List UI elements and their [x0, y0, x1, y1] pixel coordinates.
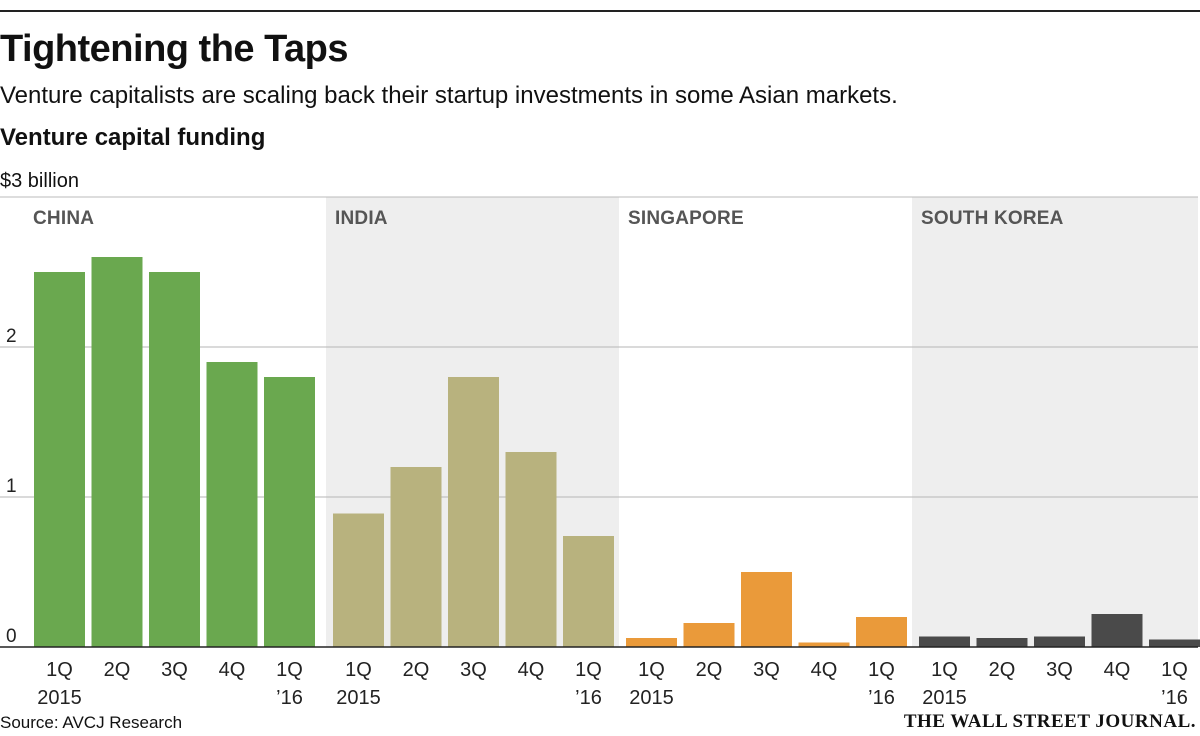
x-tick-label-year: ’16: [276, 687, 303, 709]
panel-bg-south-korea: [912, 197, 1198, 647]
x-tick-label: 1Q: [1161, 659, 1188, 681]
bar-singapore-3: [798, 642, 850, 647]
bar-india-0: [333, 513, 384, 647]
panel-label-singapore: SINGAPORE: [628, 208, 744, 229]
bar-south-korea-1: [976, 638, 1028, 647]
y-unit-label: $3 billion: [0, 170, 79, 192]
x-tick-label: 4Q: [219, 659, 246, 681]
bar-south-korea-0: [919, 636, 970, 647]
y-tick-label: 1: [6, 476, 17, 497]
chart-subtitle: Venture capitalists are scaling back the…: [0, 82, 898, 109]
bar-singapore-4: [856, 617, 907, 647]
bar-china-2: [149, 272, 200, 647]
x-tick-label: 4Q: [518, 659, 545, 681]
x-tick-label-year: 2015: [922, 687, 967, 709]
x-tick-label-year: ’16: [575, 687, 602, 709]
y-tick-label: 2: [6, 326, 17, 347]
bar-china-1: [91, 257, 143, 647]
panel-label-china: CHINA: [33, 208, 94, 229]
bar-china-4: [264, 377, 315, 647]
bar-singapore-2: [741, 572, 792, 647]
publisher-logo: THE WALL STREET JOURNAL.: [903, 711, 1196, 732]
bar-singapore-1: [683, 623, 735, 647]
x-tick-label: 3Q: [753, 659, 780, 681]
bar-south-korea-4: [1149, 639, 1200, 647]
top-rule: [0, 10, 1200, 12]
chart-section-label: Venture capital funding: [0, 124, 266, 151]
x-tick-label-year: 2015: [629, 687, 674, 709]
bar-china-3: [206, 362, 258, 647]
chart-title: Tightening the Taps: [0, 28, 348, 70]
x-tick-label: 1Q: [345, 659, 372, 681]
x-tick-label: 2Q: [696, 659, 723, 681]
x-tick-label: 2Q: [104, 659, 131, 681]
bar-south-korea-2: [1034, 636, 1085, 647]
x-tick-label: 2Q: [403, 659, 430, 681]
x-tick-label: 1Q: [868, 659, 895, 681]
bar-india-2: [448, 377, 499, 647]
x-tick-label: 4Q: [811, 659, 838, 681]
x-tick-label-year: ’16: [868, 687, 895, 709]
x-tick-label-year: ’16: [1161, 687, 1188, 709]
bar-china-0: [34, 272, 85, 647]
bar-india-4: [563, 536, 614, 647]
x-tick-label: 1Q: [575, 659, 602, 681]
bar-south-korea-3: [1091, 614, 1143, 647]
x-tick-label: 1Q: [276, 659, 303, 681]
source-note: Source: AVCJ Research: [0, 713, 183, 732]
x-tick-label: 1Q: [638, 659, 665, 681]
x-tick-label: 3Q: [460, 659, 487, 681]
x-tick-label: 3Q: [161, 659, 188, 681]
panel-label-india: INDIA: [335, 208, 388, 229]
x-tick-label: 4Q: [1104, 659, 1131, 681]
x-tick-label: 3Q: [1046, 659, 1073, 681]
bar-india-3: [505, 452, 557, 647]
x-tick-label: 2Q: [989, 659, 1016, 681]
bar-india-1: [390, 467, 442, 647]
bar-singapore-0: [626, 638, 677, 647]
x-tick-label: 1Q: [931, 659, 958, 681]
y-tick-label: 0: [6, 626, 17, 647]
panel-label-south-korea: SOUTH KOREA: [921, 208, 1064, 229]
x-tick-label: 1Q: [46, 659, 73, 681]
x-tick-label-year: 2015: [37, 687, 82, 709]
x-tick-label-year: 2015: [336, 687, 381, 709]
